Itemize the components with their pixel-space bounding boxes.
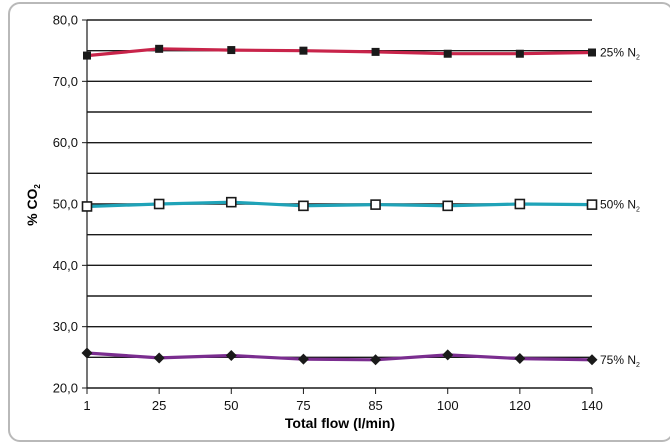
- data-point-marker: [81, 347, 93, 359]
- x-tick-label: 100: [437, 398, 459, 413]
- y-axis-title-subscript: 2: [33, 184, 42, 189]
- data-point-marker: [588, 48, 596, 57]
- data-point-marker: [442, 200, 454, 212]
- x-tick-label: 1: [83, 398, 90, 413]
- series-label: 25% N2: [600, 46, 640, 62]
- data-point-marker: [586, 354, 598, 366]
- data-point-marker: [299, 46, 308, 55]
- series-label-text: 25% N: [600, 46, 636, 60]
- series-line: [86, 47, 593, 58]
- y-tick-label: 50,0: [53, 197, 78, 212]
- series-label-text: 50% N: [600, 198, 636, 212]
- data-point-marker: [515, 49, 524, 58]
- data-point-marker: [297, 353, 309, 365]
- data-point-marker: [586, 199, 598, 210]
- x-tick-label: 50: [224, 398, 238, 413]
- y-tick-label: 40,0: [53, 258, 78, 273]
- y-axis-title-text: % CO: [24, 188, 40, 225]
- data-point-marker: [81, 201, 93, 212]
- data-point-marker: [442, 349, 454, 361]
- data-point-marker: [514, 198, 526, 210]
- data-point-marker: [225, 196, 237, 208]
- series-line: [86, 200, 593, 209]
- y-axis-title: % CO2: [24, 184, 42, 226]
- x-axis-title: Total flow (l/min): [285, 415, 395, 431]
- data-point-marker: [153, 352, 165, 364]
- data-point-marker: [83, 51, 91, 60]
- series-label: 75% N2: [600, 353, 640, 369]
- data-point-marker: [370, 354, 382, 366]
- x-tick-label: 25: [152, 398, 166, 413]
- series-line: [86, 351, 593, 362]
- x-tick-label: 85: [368, 398, 382, 413]
- x-tick-label: 140: [581, 398, 603, 413]
- y-tick-label: 70,0: [53, 74, 78, 89]
- y-tick-label: 80,0: [53, 13, 78, 28]
- series-label-subscript: 2: [636, 207, 640, 214]
- data-point-marker: [370, 199, 381, 210]
- data-point-marker: [153, 198, 165, 210]
- data-point-marker: [227, 46, 236, 55]
- data-point-marker: [298, 200, 309, 212]
- series-label-text: 75% N: [600, 353, 636, 367]
- data-point-marker: [155, 44, 164, 53]
- series-label-subscript: 2: [636, 55, 640, 62]
- y-tick-label: 30,0: [53, 319, 78, 334]
- y-tick-label: 60,0: [53, 135, 78, 150]
- data-point-marker: [514, 353, 526, 365]
- series-label: 50% N2: [600, 198, 640, 214]
- series-label-subscript: 2: [636, 362, 640, 369]
- chart-frame: [8, 2, 670, 442]
- x-tick-label: 75: [296, 398, 310, 413]
- data-point-marker: [225, 349, 237, 361]
- y-tick-label: 20,0: [53, 381, 78, 396]
- x-tick-label: 120: [509, 398, 531, 413]
- series-layer: [81, 44, 598, 366]
- data-point-marker: [371, 47, 380, 56]
- data-point-marker: [443, 49, 452, 58]
- x-axis: 1 25 50 75 85 100 120 140: [83, 388, 603, 413]
